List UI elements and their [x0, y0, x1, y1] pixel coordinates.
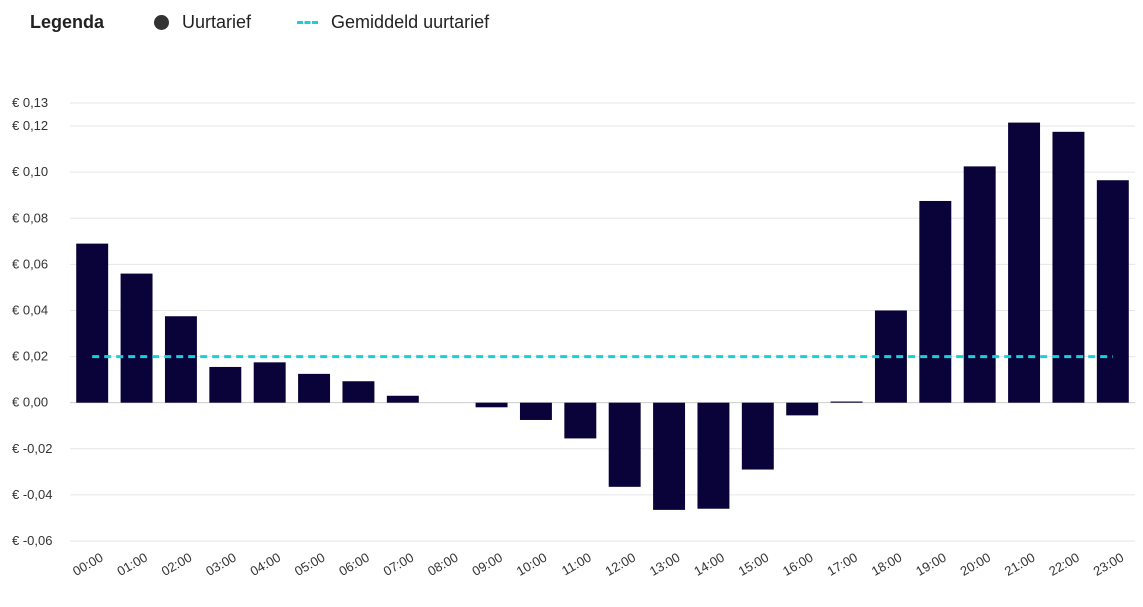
x-tick-label: 03:00 [203, 550, 239, 579]
legend-dot-icon [154, 14, 170, 30]
bar [298, 373, 331, 403]
bar [830, 401, 863, 403]
y-tick-label: € 0,13 [12, 95, 48, 110]
y-tick-label: € -0,06 [12, 533, 52, 548]
bar [741, 402, 774, 470]
x-tick-label: 06:00 [336, 550, 372, 579]
bar [1052, 131, 1085, 403]
bar [164, 316, 197, 403]
bar [608, 402, 641, 487]
bar [120, 273, 153, 403]
x-tick-label: 02:00 [159, 550, 195, 579]
legend-dashed-line-icon [297, 20, 319, 24]
legend-item-gemiddeld[interactable]: Gemiddeld uurtarief [297, 12, 489, 33]
x-tick-label: 21:00 [1002, 550, 1038, 579]
y-tick-label: € 0,04 [12, 302, 48, 317]
x-tick-label: 10:00 [514, 550, 550, 579]
y-tick-label: € 0,08 [12, 210, 48, 225]
x-tick-label: 17:00 [824, 550, 860, 579]
bar [697, 402, 730, 509]
y-tick-label: € 0,06 [12, 256, 48, 271]
x-tick-label: 19:00 [913, 550, 949, 579]
bar [475, 402, 508, 408]
x-tick-label: 04:00 [248, 550, 284, 579]
bar [209, 366, 242, 403]
legend: Legenda Uurtarief Gemiddeld uurtarief [30, 8, 535, 36]
bar [519, 402, 552, 420]
y-tick-label: € 0,12 [12, 118, 48, 133]
bar [76, 243, 109, 403]
x-tick-label: 23:00 [1091, 550, 1127, 579]
x-tick-label: 14:00 [691, 550, 727, 579]
x-tick-label: 07:00 [381, 550, 417, 579]
y-tick-label: € 0,02 [12, 349, 48, 364]
bar [653, 402, 686, 510]
bar [564, 402, 597, 439]
bar [1008, 122, 1041, 403]
x-tick-label: 16:00 [780, 550, 816, 579]
y-tick-label: € 0,00 [12, 395, 48, 410]
bar [342, 381, 375, 403]
x-tick-label: 12:00 [603, 550, 639, 579]
legend-label-gemiddeld: Gemiddeld uurtarief [331, 11, 490, 32]
y-tick-label: € -0,02 [12, 441, 52, 456]
bar [386, 395, 419, 403]
x-tick-label: 05:00 [292, 550, 328, 579]
x-tick-label: 22:00 [1046, 550, 1082, 579]
x-tick-label: 11:00 [559, 550, 594, 579]
bar [1096, 180, 1129, 403]
x-tick-label: 13:00 [647, 550, 683, 579]
bar [253, 362, 286, 403]
legend-label-uurtarief: Uurtarief [182, 11, 252, 32]
x-tick-label: 15:00 [736, 550, 772, 579]
legend-item-uurtarief[interactable]: Uurtarief [154, 12, 251, 33]
x-tick-label: 20:00 [958, 550, 994, 579]
bar [919, 200, 952, 403]
x-tick-label: 09:00 [469, 550, 505, 579]
x-tick-label: 08:00 [425, 550, 461, 579]
y-tick-label: € 0,10 [12, 164, 48, 179]
y-tick-label: € -0,04 [12, 487, 52, 502]
legend-title: Legenda [30, 11, 105, 32]
x-tick-label: 18:00 [869, 550, 905, 579]
bar [786, 402, 819, 416]
x-tick-label: 01:00 [114, 550, 150, 579]
x-tick-label: 00:00 [70, 550, 106, 579]
bar [963, 166, 996, 403]
